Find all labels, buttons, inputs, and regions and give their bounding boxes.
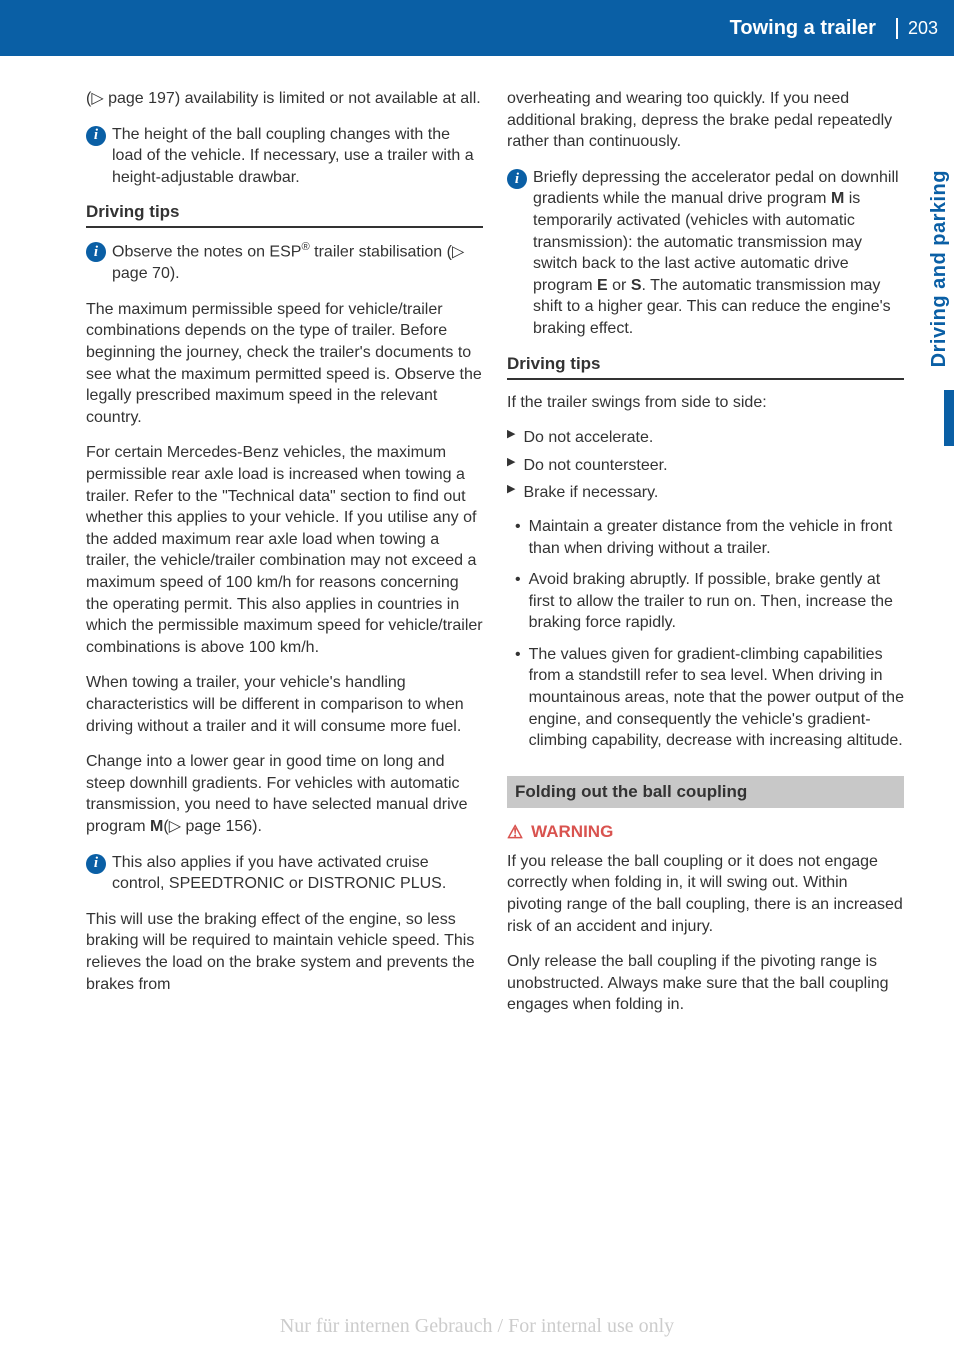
side-tab: Driving and parking — [924, 150, 954, 440]
list-item: ▶Do not countersteer. — [507, 455, 904, 477]
section-header-gray: Folding out the ball coupling — [507, 776, 904, 808]
bullet-icon: • — [515, 569, 521, 634]
warning-label: WARNING — [531, 822, 613, 842]
paragraph: The maximum permissible speed for vehicl… — [86, 299, 483, 429]
paragraph: overheating and wearing too quickly. If … — [507, 88, 904, 153]
side-tab-accent — [944, 390, 954, 446]
paragraph: For certain Mercedes-Benz vehicles, the … — [86, 442, 483, 658]
list-item: •Maintain a greater distance from the ve… — [515, 516, 904, 559]
info-icon: i — [86, 854, 106, 874]
info-text: Briefly depressing the accelerator pedal… — [533, 167, 904, 340]
arrow-icon: ▶ — [507, 482, 515, 504]
warning-icon: ⚠ — [507, 822, 523, 843]
list-item: ▶Do not accelerate. — [507, 427, 904, 449]
info-block: i Briefly depressing the accelerator ped… — [507, 167, 904, 340]
paragraph: If the trailer swings from side to side: — [507, 392, 904, 414]
info-text: The height of the ball coupling changes … — [112, 124, 483, 189]
info-icon: i — [507, 169, 527, 189]
paragraph: Only release the ball coupling if the pi… — [507, 951, 904, 1016]
info-block: i This also applies if you have activate… — [86, 852, 483, 895]
page-number: 203 — [908, 18, 938, 38]
info-block: i The height of the ball coupling change… — [86, 124, 483, 189]
header-title: Towing a trailer — [730, 17, 876, 40]
info-icon: i — [86, 126, 106, 146]
page-header: Towing a trailer 203 — [0, 0, 954, 56]
page-number-box: 203 — [896, 18, 938, 39]
paragraph: This will use the braking effect of the … — [86, 909, 483, 995]
content-area: (▷ page 197) availability is limited or … — [0, 56, 954, 1030]
paragraph: If you release the ball coupling or it d… — [507, 851, 904, 937]
arrow-icon: ▶ — [507, 427, 515, 449]
list-item: ▶Brake if necessary. — [507, 482, 904, 504]
section-header: Driving tips — [86, 202, 483, 228]
warning-header: ⚠ WARNING — [507, 822, 904, 843]
list-item: •The values given for gradient-climbing … — [515, 644, 904, 752]
left-column: (▷ page 197) availability is limited or … — [86, 88, 483, 1030]
right-column: overheating and wearing too quickly. If … — [507, 88, 904, 1030]
arrow-icon: ▶ — [507, 455, 515, 477]
list-item: •Avoid braking abruptly. If possible, br… — [515, 569, 904, 634]
bullet-icon: • — [515, 516, 521, 559]
paragraph: Change into a lower gear in good time on… — [86, 751, 483, 837]
info-block: i Observe the notes on ESP® trailer stab… — [86, 240, 483, 285]
section-header: Driving tips — [507, 354, 904, 380]
watermark: Nur für internen Gebrauch / For internal… — [0, 1315, 954, 1338]
paragraph: (▷ page 197) availability is limited or … — [86, 88, 483, 110]
info-icon: i — [86, 242, 106, 262]
info-text: This also applies if you have activated … — [112, 852, 483, 895]
info-text: Observe the notes on ESP® trailer stabil… — [112, 240, 483, 285]
paragraph: When towing a trailer, your vehicle's ha… — [86, 672, 483, 737]
side-tab-label: Driving and parking — [928, 170, 951, 367]
bullet-icon: • — [515, 644, 521, 752]
